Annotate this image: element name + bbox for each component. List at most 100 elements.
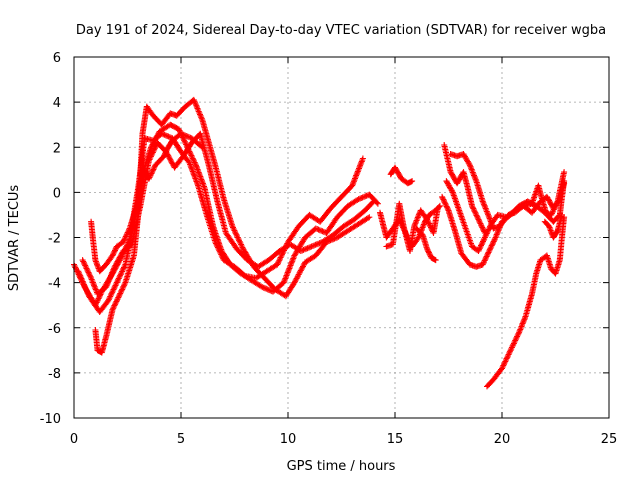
plot-frame: [73, 56, 610, 419]
data-point: [454, 229, 456, 232]
data-point: [105, 336, 107, 338]
data-point: [169, 112, 172, 115]
data-point: [272, 290, 274, 293]
data-point: [197, 184, 199, 187]
data-point: [471, 245, 473, 248]
data-point: [240, 272, 242, 275]
data-point: [263, 277, 266, 279]
data-point: [398, 202, 401, 205]
data-point: [289, 243, 291, 246]
data-point: [481, 200, 484, 203]
data-point: [188, 162, 191, 164]
data-point: [522, 205, 525, 207]
data-point: [167, 146, 169, 149]
data-point: [550, 214, 552, 216]
data-point: [447, 209, 450, 212]
data-point: [225, 232, 227, 234]
data-point: [392, 243, 394, 246]
data-point: [182, 155, 184, 158]
data-point: [550, 268, 552, 270]
data-point: [552, 220, 555, 223]
data-point: [250, 279, 253, 282]
y-tick-label: -2: [48, 232, 61, 247]
data-point: [282, 281, 285, 284]
data-point: [441, 196, 443, 198]
data-point: [190, 141, 193, 144]
data-point: [124, 281, 127, 284]
data-point: [94, 259, 97, 261]
data-point: [413, 225, 416, 227]
data-point: [223, 198, 225, 200]
data-point: [481, 263, 484, 266]
data-point: [526, 200, 529, 203]
data-point: [449, 153, 452, 155]
data-point: [276, 263, 279, 266]
axis-ticks: 0 5 10 15 20 25 -10 -8 -6 -4 -2 0 2 4 6: [40, 51, 618, 447]
data-point: [216, 200, 219, 203]
data-point: [257, 266, 259, 268]
x-tick-label: 20: [494, 432, 511, 447]
data-point: [315, 254, 317, 257]
data-point: [556, 229, 559, 232]
y-tick-label: 4: [53, 96, 61, 111]
data-point: [362, 157, 364, 160]
data-point: [154, 164, 157, 167]
data-point: [353, 218, 356, 221]
data-point: [77, 270, 80, 273]
x-tick-label: 25: [601, 432, 618, 447]
data-point: [409, 250, 411, 252]
data-point: [143, 169, 146, 171]
data-point: [452, 191, 454, 194]
data-point: [173, 166, 176, 169]
y-tick-label: -10: [40, 412, 61, 427]
data-point: [546, 254, 548, 257]
data-point: [559, 259, 561, 261]
data-point: [184, 105, 187, 108]
data-point: [180, 132, 182, 135]
data-point: [486, 385, 488, 388]
data-point: [274, 288, 277, 291]
data-point: [411, 180, 413, 182]
data-point: [368, 193, 371, 196]
data-point: [220, 250, 223, 252]
data-point: [203, 187, 206, 189]
series-track-g: [383, 200, 441, 254]
data-point: [94, 329, 97, 331]
data-point: [514, 211, 516, 214]
data-point: [394, 166, 396, 169]
data-point: [158, 130, 161, 133]
data-point: [563, 171, 565, 173]
y-tick-label: 0: [53, 186, 61, 201]
data-point: [372, 200, 375, 203]
data-point: [422, 234, 424, 236]
data-point: [304, 236, 306, 239]
data-point: [265, 270, 268, 273]
data-point: [417, 236, 420, 239]
data-point: [208, 164, 210, 167]
data-point: [148, 160, 150, 162]
data-point: [537, 184, 540, 187]
data-point: [563, 180, 565, 182]
y-tick-label: 6: [53, 51, 61, 66]
data-point: [163, 155, 165, 158]
data-point: [105, 286, 107, 288]
y-tick-label: -8: [48, 367, 61, 382]
series-track-d: [92, 96, 373, 356]
data-point: [518, 331, 520, 334]
y-axis-label: SDTVAR / TECUs: [7, 185, 22, 292]
data-point: [150, 146, 152, 149]
data-point: [499, 225, 501, 227]
data-point: [432, 232, 435, 234]
data-point: [169, 123, 172, 126]
data-point: [407, 182, 409, 185]
data-point: [178, 128, 180, 130]
data-point: [428, 214, 431, 216]
data-point: [212, 225, 214, 227]
data-point: [449, 171, 452, 173]
x-tick-label: 0: [70, 432, 78, 447]
data-point: [531, 202, 533, 205]
data-point: [541, 200, 544, 203]
x-tick-label: 15: [387, 432, 404, 447]
data-point: [156, 141, 159, 144]
